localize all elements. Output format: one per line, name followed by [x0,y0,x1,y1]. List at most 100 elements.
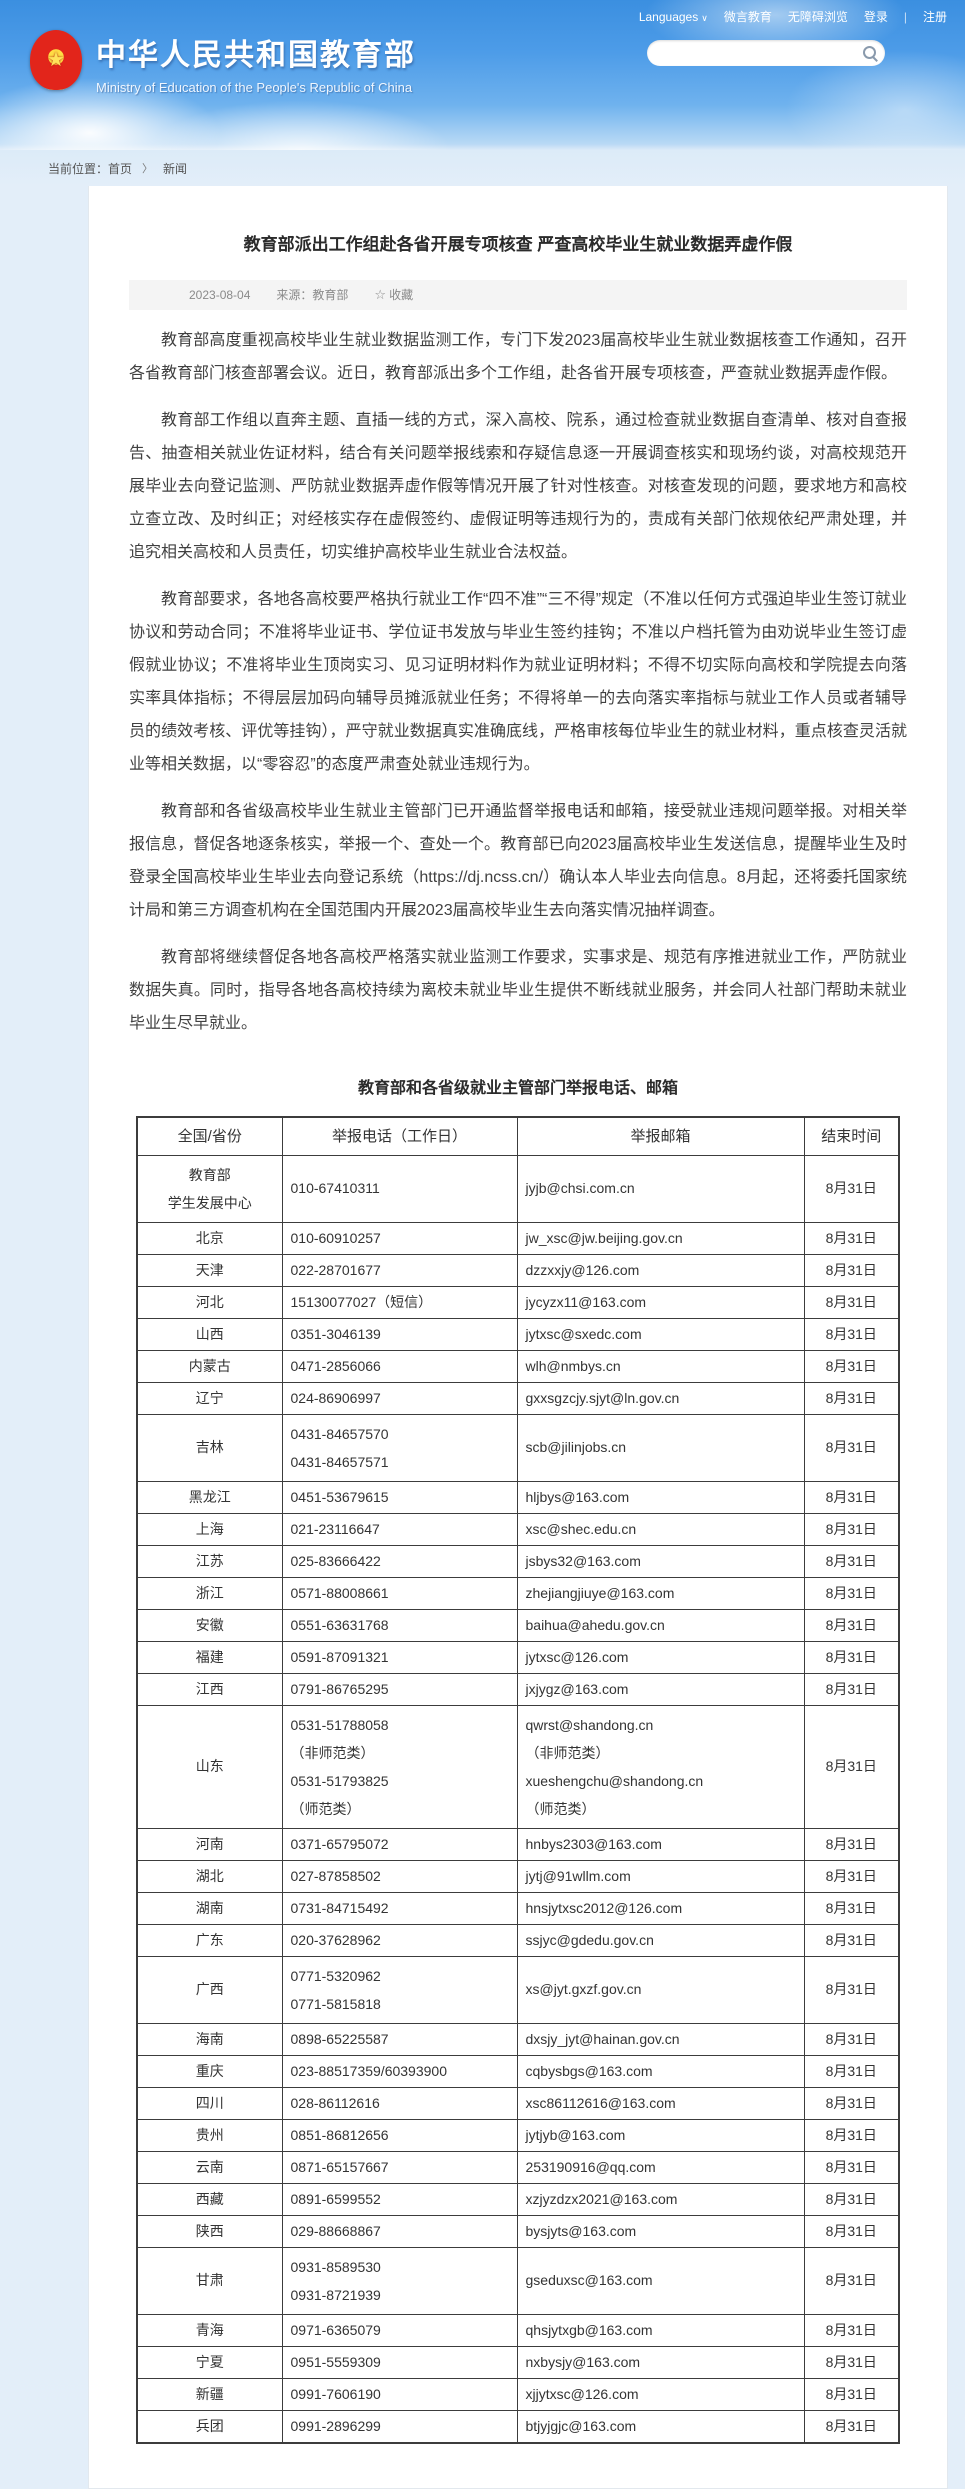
cell-line: 024-86906997 [290,1389,381,1406]
table-row: 浙江 0571-88008661 zhejiangjiuye@163.com 8… [136,1576,900,1610]
breadcrumb-news-link[interactable]: 新闻 [163,161,188,176]
deadline-cell: 8月31日 [803,1704,900,1829]
deadline-cell: 8月31日 [803,1640,900,1674]
phone-cell: 0451-53679615 [281,1480,518,1514]
table-row: 教育部 学生发展中心 010-67410311 jyjb@chsi.com.cn … [136,1154,900,1223]
cell-line: 海南 [195,2030,224,2047]
favorite-button[interactable]: ☆ 收藏 [374,287,414,302]
cell-line: 0891-6599552 [290,2190,381,2207]
region-cell: 江苏 [136,1544,283,1578]
deadline-cell: 8月31日 [803,1891,900,1925]
hotline-table: 全国/省份 举报电话（工作日） 举报邮箱 结束时间 教育部 学生发展中心 010-… [136,1115,900,2444]
cell-line: gxxsgzcjy.sjyt@ln.gov.cn [525,1389,680,1406]
article-date: 2023-08-04 [189,287,251,302]
cell-line: 253190916@qq.com [525,2158,656,2175]
email-cell: ssjyc@gdedu.gov.cn [516,1923,805,1957]
cell-line: 0898-65225587 [290,2030,389,2047]
site-title: 中华人民共和国教育部 [96,39,416,72]
article-body: 教育部高度重视高校毕业生就业数据监测工作，专门下发2023届高校毕业生就业数据核… [129,324,907,1040]
deadline-cell: 8月31日 [803,1381,900,1415]
email-cell: nxbysjy@163.com [516,2345,805,2379]
cell-line: ssjyc@gdedu.gov.cn [525,1931,654,1948]
region-cell: 辽宁 [136,1381,283,1415]
phone-cell: 0551-63631768 [281,1608,518,1642]
phone-cell: 010-60910257 [281,1221,518,1255]
region-cell: 河南 [136,1827,283,1861]
cell-line: jw_xsc@jw.beijing.gov.cn [525,1229,683,1246]
cell-line: 020-37628962 [290,1931,381,1948]
phone-cell: 0971-6365079 [281,2313,518,2347]
cell-line: scb@jilinjobs.cn [525,1439,627,1455]
cell-line: 辽宁 [195,1389,224,1406]
cell-line: 云南 [195,2158,224,2175]
register-link[interactable]: 注册 [922,10,947,24]
article-paragraph: 教育部要求，各地各高校要严格执行就业工作“四不准”“三不得”规定（不准以任何方式… [129,590,907,773]
deadline-cell: 8月31日 [803,2150,900,2184]
cell-line: 0571-88008661 [290,1584,389,1601]
phone-cell: 010-67410311 [281,1154,518,1223]
cell-line: xs@jyt.gxzf.gov.cn [525,1981,642,1997]
cell-line: wlh@nmbys.cn [525,1357,621,1374]
cell-line: 022-28701677 [290,1261,381,1278]
cell-line: jytj@91wllm.com [525,1867,631,1884]
table-row: 湖南 0731-84715492 hnsjytxsc2012@126.com 8… [136,1891,900,1925]
article-title: 教育部派出工作组赴各省开展专项核查 严查高校毕业生就业数据弄虚作假 [243,235,793,254]
header-phone: 举报电话（工作日） [281,1116,518,1156]
region-cell: 山西 [136,1317,283,1351]
search-icon[interactable] [861,44,879,62]
cell-line: 010-67410311 [290,1180,380,1196]
login-link[interactable]: 登录 [863,10,888,24]
region-cell: 兵团 [136,2409,283,2443]
region-cell: 内蒙古 [136,1349,283,1383]
table-row: 江苏 025-83666422 jsbys32@163.com 8月31日 [136,1544,900,1578]
cell-line: 0451-53679615 [290,1488,389,1505]
deadline-cell: 8月31日 [803,2022,900,2056]
cell-line: xzjyzdzx2021@163.com [525,2190,678,2207]
region-cell: 陕西 [136,2214,283,2248]
region-cell: 四川 [136,2086,283,2120]
email-cell: qhsjytxgb@163.com [516,2313,805,2347]
email-cell: hnsjytxsc2012@126.com [516,1891,805,1925]
phone-cell: 028-86112616 [281,2086,518,2120]
cell-line: baihua@ahedu.gov.cn [525,1616,665,1633]
region-cell: 湖南 [136,1891,283,1925]
email-cell: jxjygz@163.com [516,1672,805,1706]
deadline-cell: 8月31日 [803,1413,900,1482]
cell-line: 教育部 [188,1166,231,1183]
email-cell: jyjb@chsi.com.cn [516,1154,805,1223]
weiyan-jiaoyu-link[interactable]: 微言教育 [723,10,772,24]
email-cell: dzzxxjy@126.com [516,1253,805,1287]
deadline-cell: 8月31日 [803,1285,900,1319]
table-row: 海南 0898-65225587 dxsjy_jyt@hainan.gov.cn… [136,2022,900,2056]
cell-line: 宁夏 [195,2353,224,2370]
phone-cell: 023-88517359/60393900 [281,2054,518,2088]
accessibility-link[interactable]: 无障碍浏览 [787,10,848,24]
deadline-cell: 8月31日 [803,2313,900,2347]
region-cell: 河北 [136,1285,283,1319]
table-row: 青海 0971-6365079 qhsjytxgb@163.com 8月31日 [136,2313,900,2347]
site-header: Languages ∨ 微言教育 无障碍浏览 登录 | 注册 ★ 中华人民共和国教… [0,0,965,150]
table-row: 吉林 0431-84657570 0431-84657571 scb@jilinj… [136,1413,900,1482]
brand-text: 中华人民共和国教育部 Ministry of Education of the … [96,30,416,95]
deadline-cell: 8月31日 [803,1349,900,1383]
table-row: 广东 020-37628962 ssjyc@gdedu.gov.cn 8月31日 [136,1923,900,1957]
table-row: 江西 0791-86765295 jxjygz@163.com 8月31日 [136,1672,900,1706]
article-paragraph: 教育部和各省级高校毕业生就业主管部门已开通监督举报电话和邮箱，接受就业违规问题举… [129,802,907,919]
phone-cell: 024-86906997 [281,1381,518,1415]
cell-line: jyjb@chsi.com.cn [525,1180,635,1196]
deadline-cell: 8月31日 [803,1955,900,2024]
cell-line: 0371-65795072 [290,1835,389,1852]
table-row: 湖北 027-87858502 jytj@91wllm.com 8月31日 [136,1859,900,1893]
email-cell: jytxsc@sxedc.com [516,1317,805,1351]
languages-menu[interactable]: Languages ∨ [638,9,708,24]
phone-cell: 0898-65225587 [281,2022,518,2056]
header-region: 全国/省份 [136,1116,283,1156]
deadline-cell: 8月31日 [803,1253,900,1287]
email-cell: xsc86112616@163.com [516,2086,805,2120]
cell-line: 0791-86765295 [290,1680,389,1697]
search-input[interactable] [659,46,861,60]
region-cell: 新疆 [136,2377,283,2411]
cell-line: 029-88668867 [290,2222,381,2239]
breadcrumb-home-link[interactable]: 首页 [108,161,133,176]
cell-line: （非师范类） [525,1744,610,1761]
